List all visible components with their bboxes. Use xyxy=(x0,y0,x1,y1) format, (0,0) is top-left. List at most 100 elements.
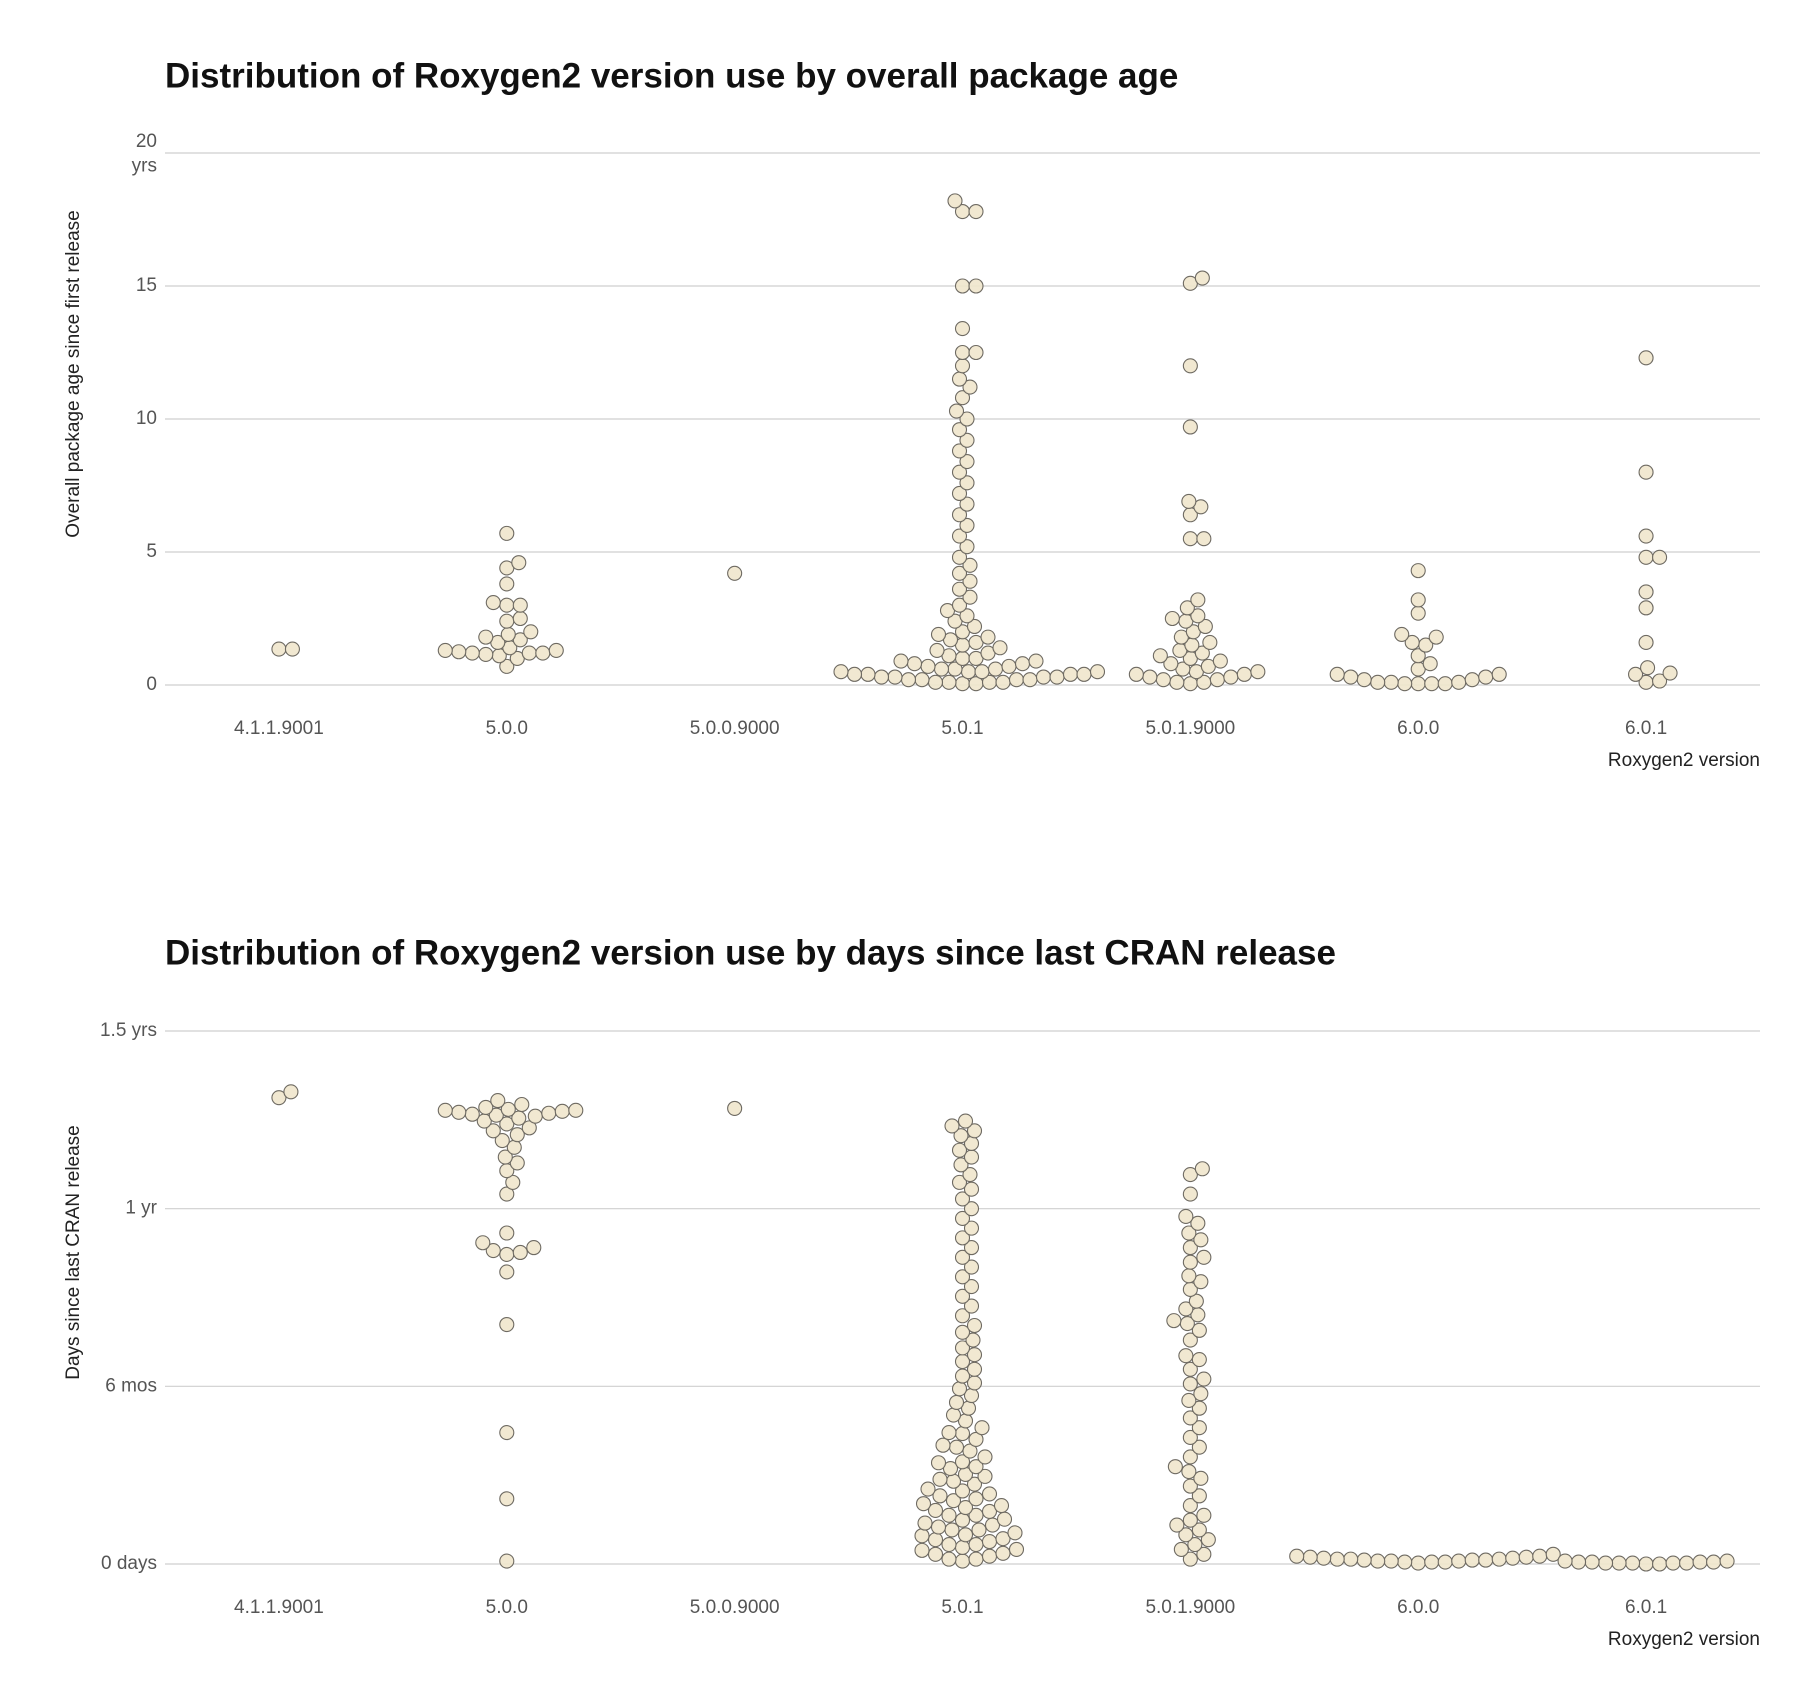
point xyxy=(1035,669,1052,685)
point xyxy=(1640,660,1656,676)
point xyxy=(1652,1556,1668,1572)
point xyxy=(1410,676,1426,692)
x-tick-label: 5.0.0.9000 xyxy=(690,1597,780,1618)
point xyxy=(917,1515,933,1531)
point xyxy=(271,641,287,657)
point xyxy=(962,1167,978,1183)
point xyxy=(1370,1553,1386,1569)
point xyxy=(954,1308,971,1324)
point xyxy=(1163,656,1179,672)
point xyxy=(499,658,515,674)
point xyxy=(977,1449,993,1465)
point xyxy=(1236,666,1252,682)
point xyxy=(1410,648,1426,664)
point xyxy=(966,1476,983,1492)
point xyxy=(451,1104,467,1120)
point xyxy=(475,1235,491,1251)
point xyxy=(548,642,564,658)
point xyxy=(963,1240,980,1256)
point xyxy=(1638,464,1654,480)
point xyxy=(951,528,968,544)
point xyxy=(957,1499,974,1516)
point xyxy=(1197,618,1213,635)
point xyxy=(971,1522,987,1538)
point xyxy=(1196,1371,1212,1387)
point xyxy=(954,650,971,666)
y-tick-label: 20 yrs xyxy=(132,131,157,177)
point xyxy=(1652,549,1668,565)
point xyxy=(914,1528,930,1544)
point xyxy=(959,411,975,427)
point xyxy=(1181,1463,1197,1480)
point xyxy=(1209,672,1225,688)
point xyxy=(499,613,515,629)
point xyxy=(1191,1488,1207,1504)
x-tick-label: 5.0.1.9000 xyxy=(1145,1597,1235,1618)
point xyxy=(1370,674,1386,690)
point xyxy=(995,674,1011,690)
point xyxy=(1178,1527,1194,1543)
point xyxy=(1193,1470,1209,1486)
point xyxy=(521,1120,537,1136)
point xyxy=(957,1527,974,1543)
point xyxy=(945,1407,962,1423)
point xyxy=(1611,1555,1627,1571)
point xyxy=(1178,1348,1194,1364)
point xyxy=(951,549,968,565)
point xyxy=(1191,1400,1207,1416)
point xyxy=(1182,1361,1198,1377)
point xyxy=(992,640,1008,656)
point xyxy=(954,1340,971,1356)
point xyxy=(996,1511,1013,1527)
point xyxy=(1316,1550,1332,1566)
point xyxy=(499,1553,515,1569)
point xyxy=(941,1507,957,1523)
point xyxy=(1155,672,1171,688)
point xyxy=(954,1288,971,1304)
point xyxy=(951,464,968,480)
y-tick-label: 0 days xyxy=(101,1553,157,1574)
point xyxy=(1505,1550,1521,1566)
point xyxy=(1181,1268,1197,1284)
point xyxy=(512,1244,528,1261)
point xyxy=(930,1519,947,1535)
point xyxy=(500,1101,516,1117)
point xyxy=(966,1123,983,1139)
point xyxy=(959,496,975,512)
point xyxy=(1182,1498,1198,1514)
point xyxy=(929,642,945,658)
point xyxy=(968,1491,984,1507)
point xyxy=(485,1242,501,1259)
y-axis-title: Days since last CRAN release xyxy=(63,1125,84,1379)
point xyxy=(1478,669,1494,685)
point xyxy=(1166,1313,1182,1329)
point xyxy=(1692,1554,1708,1570)
point xyxy=(497,1149,513,1165)
point xyxy=(541,1105,557,1121)
point xyxy=(512,597,528,613)
point xyxy=(1662,665,1678,681)
point xyxy=(951,371,968,387)
point xyxy=(1178,1301,1194,1317)
point xyxy=(1428,629,1444,645)
point xyxy=(1638,549,1654,565)
point xyxy=(451,644,467,660)
point xyxy=(944,1118,960,1134)
point xyxy=(954,1368,971,1384)
point xyxy=(959,475,975,491)
point xyxy=(914,672,930,688)
point xyxy=(951,1142,968,1158)
y-tick-label: 0 xyxy=(146,674,157,695)
point xyxy=(1638,634,1654,650)
point xyxy=(948,1439,965,1455)
point xyxy=(478,1099,494,1115)
point xyxy=(1422,656,1438,672)
point xyxy=(1152,648,1168,664)
point xyxy=(833,664,849,680)
point xyxy=(954,1539,971,1556)
point xyxy=(1464,1552,1480,1568)
point xyxy=(1383,674,1399,690)
point xyxy=(954,1553,971,1569)
point xyxy=(1194,645,1210,661)
point xyxy=(1250,664,1266,680)
